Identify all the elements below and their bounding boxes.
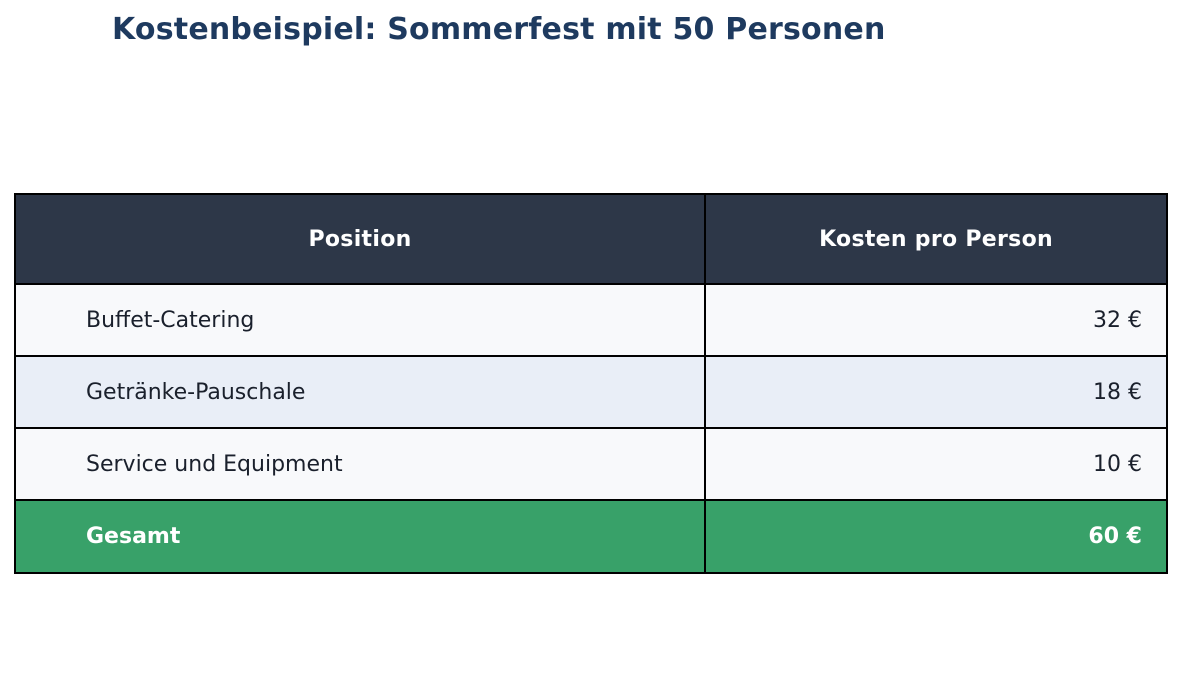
total-cost-cell: 60 € xyxy=(704,499,1168,574)
column-header-position: Position xyxy=(13,193,707,285)
cost-table-container: Position Kosten pro Person Buffet-Cateri… xyxy=(13,193,1168,574)
table-header-row: Position Kosten pro Person xyxy=(13,193,1168,285)
cost-cell: 10 € xyxy=(704,427,1168,501)
total-row: Gesamt 60 € xyxy=(13,499,1168,574)
total-label-cell: Gesamt xyxy=(13,499,707,574)
position-cell: Getränke-Pauschale xyxy=(13,355,707,429)
column-header-cost: Kosten pro Person xyxy=(704,193,1168,285)
position-cell: Service und Equipment xyxy=(13,427,707,501)
position-cell: Buffet-Catering xyxy=(13,283,707,357)
cost-table: Position Kosten pro Person Buffet-Cateri… xyxy=(13,193,1168,574)
cost-cell: 32 € xyxy=(704,283,1168,357)
table-row: Buffet-Catering 32 € xyxy=(13,283,1168,357)
table-row: Service und Equipment 10 € xyxy=(13,427,1168,501)
cost-cell: 18 € xyxy=(704,355,1168,429)
page-title: Kostenbeispiel: Sommerfest mit 50 Person… xyxy=(112,12,886,47)
table-row: Getränke-Pauschale 18 € xyxy=(13,355,1168,429)
